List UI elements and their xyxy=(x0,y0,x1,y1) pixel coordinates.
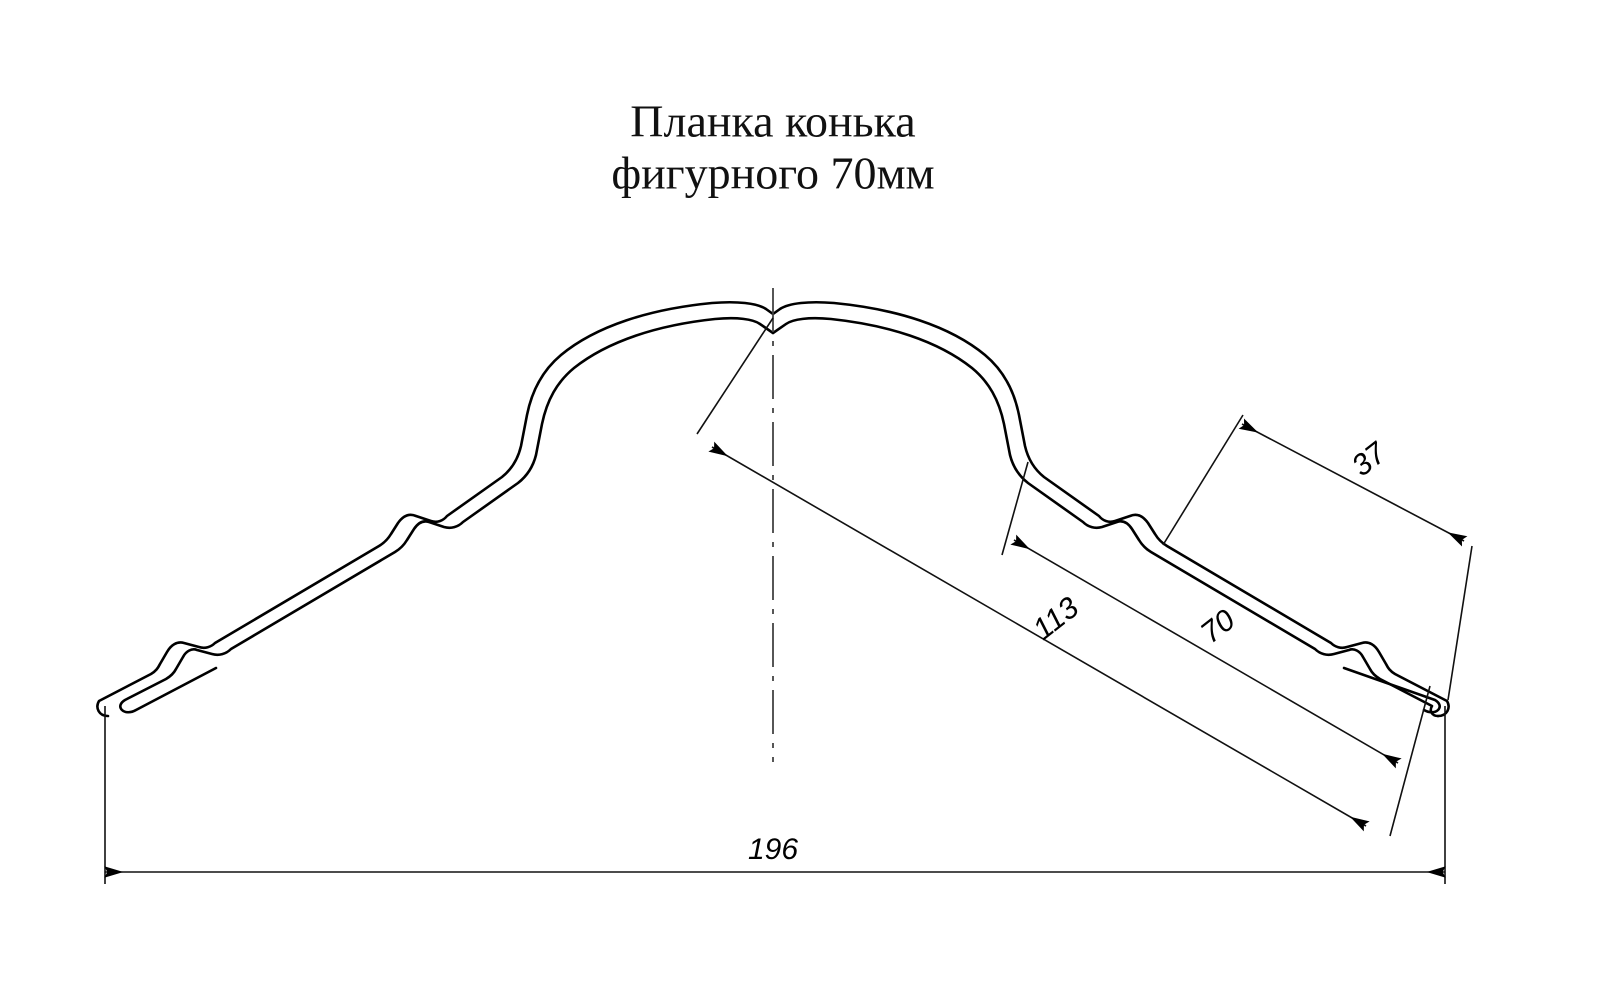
dim-line-step-to-edge xyxy=(1238,418,1468,547)
hem-return-right xyxy=(1342,666,1441,714)
ext-line-right-termination xyxy=(1389,685,1431,837)
ext-line-edge-right xyxy=(1447,545,1473,701)
ext-line-step xyxy=(1162,414,1244,546)
drawing-title: Планка конька фигурного 70мм xyxy=(611,96,934,199)
title-line-1: Планка конька xyxy=(630,96,915,147)
dim-label-step-to-edge: 37 xyxy=(1346,436,1394,483)
dimension-labels: 196 113 70 37 xyxy=(748,436,1393,866)
dimension-lines xyxy=(104,418,1468,878)
dim-label-shoulder-to-step: 70 xyxy=(1195,603,1242,650)
extension-lines xyxy=(104,317,1473,884)
dim-label-overall-width: 196 xyxy=(748,833,798,866)
ext-line-apex xyxy=(696,317,774,435)
dim-line-shoulder-to-step xyxy=(1010,534,1402,769)
dim-label-apex-to-shoulder: 113 xyxy=(1027,591,1085,647)
profile-inner-contour xyxy=(119,316,1440,718)
title-line-2: фигурного 70мм xyxy=(611,148,934,199)
